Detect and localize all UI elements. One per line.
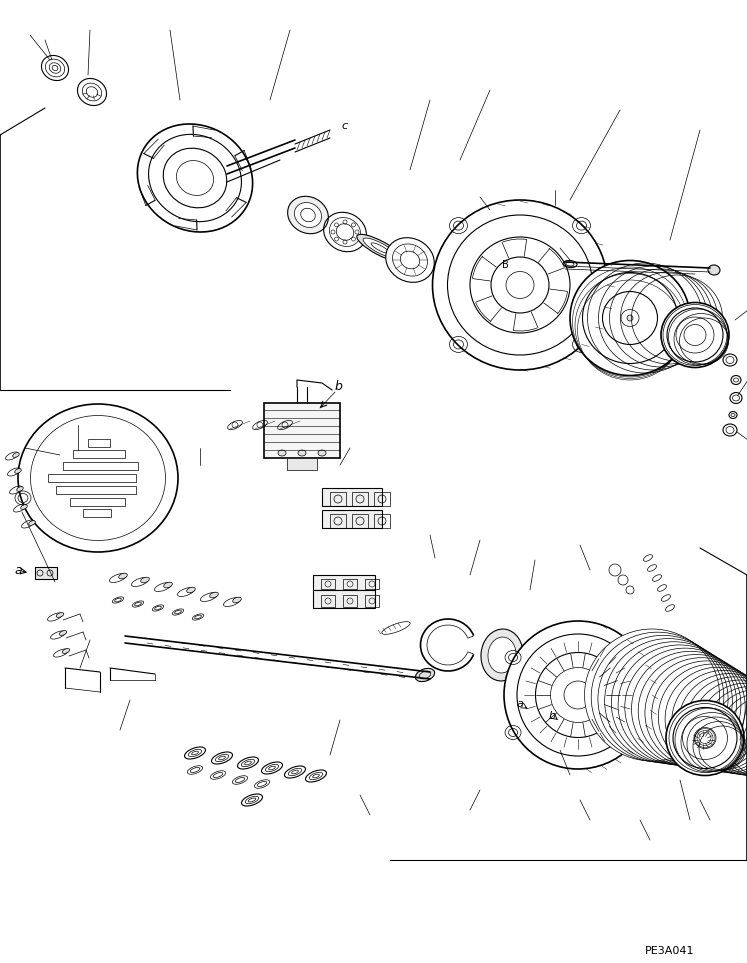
Bar [63,462,138,470]
Bar [264,403,340,458]
Bar [352,514,368,528]
Ellipse shape [298,450,306,456]
Ellipse shape [137,124,252,232]
Ellipse shape [278,450,286,456]
Bar [343,595,357,607]
Ellipse shape [164,583,173,587]
Ellipse shape [210,592,218,598]
Bar [322,488,382,506]
Bar [83,509,111,517]
Text: PE3A041: PE3A041 [645,946,695,956]
Text: B: B [502,260,509,270]
Bar [313,575,375,590]
Bar [313,590,375,608]
Ellipse shape [481,629,523,681]
Ellipse shape [570,261,690,376]
Ellipse shape [666,700,744,775]
Bar [56,486,136,494]
Ellipse shape [661,302,729,368]
Bar [365,579,379,589]
Bar [73,450,125,458]
Ellipse shape [28,521,35,526]
Ellipse shape [708,265,720,275]
Ellipse shape [56,612,63,617]
Bar [48,474,136,482]
Ellipse shape [318,450,326,456]
Text: a: a [517,699,524,709]
Ellipse shape [140,577,149,583]
Bar [321,579,335,589]
Ellipse shape [627,315,633,321]
Ellipse shape [363,238,397,258]
Ellipse shape [415,668,435,682]
Ellipse shape [288,196,329,234]
Text: b: b [548,711,556,721]
Ellipse shape [21,505,28,509]
Ellipse shape [62,649,69,653]
Bar [374,492,390,506]
Bar [287,458,317,470]
Ellipse shape [488,638,516,673]
Ellipse shape [59,631,66,636]
Ellipse shape [232,597,241,603]
Text: b: b [334,379,342,393]
Bar [70,498,125,506]
Ellipse shape [357,234,403,262]
Text: c: c [342,121,348,131]
Bar [365,595,379,607]
Bar [322,510,382,528]
Bar [374,514,390,528]
Ellipse shape [294,202,322,227]
Ellipse shape [18,404,178,552]
Ellipse shape [15,469,21,474]
Ellipse shape [119,573,127,579]
Bar [35,567,57,579]
Bar [321,595,335,607]
Bar [343,579,357,589]
Ellipse shape [433,200,607,370]
Ellipse shape [187,587,195,593]
Text: a: a [14,563,22,577]
Ellipse shape [385,238,434,282]
Ellipse shape [13,453,19,457]
Bar [88,439,110,447]
Bar [352,492,368,506]
Ellipse shape [16,486,23,491]
Bar [330,514,346,528]
Ellipse shape [584,629,719,761]
Bar [330,492,346,506]
Ellipse shape [504,621,652,769]
